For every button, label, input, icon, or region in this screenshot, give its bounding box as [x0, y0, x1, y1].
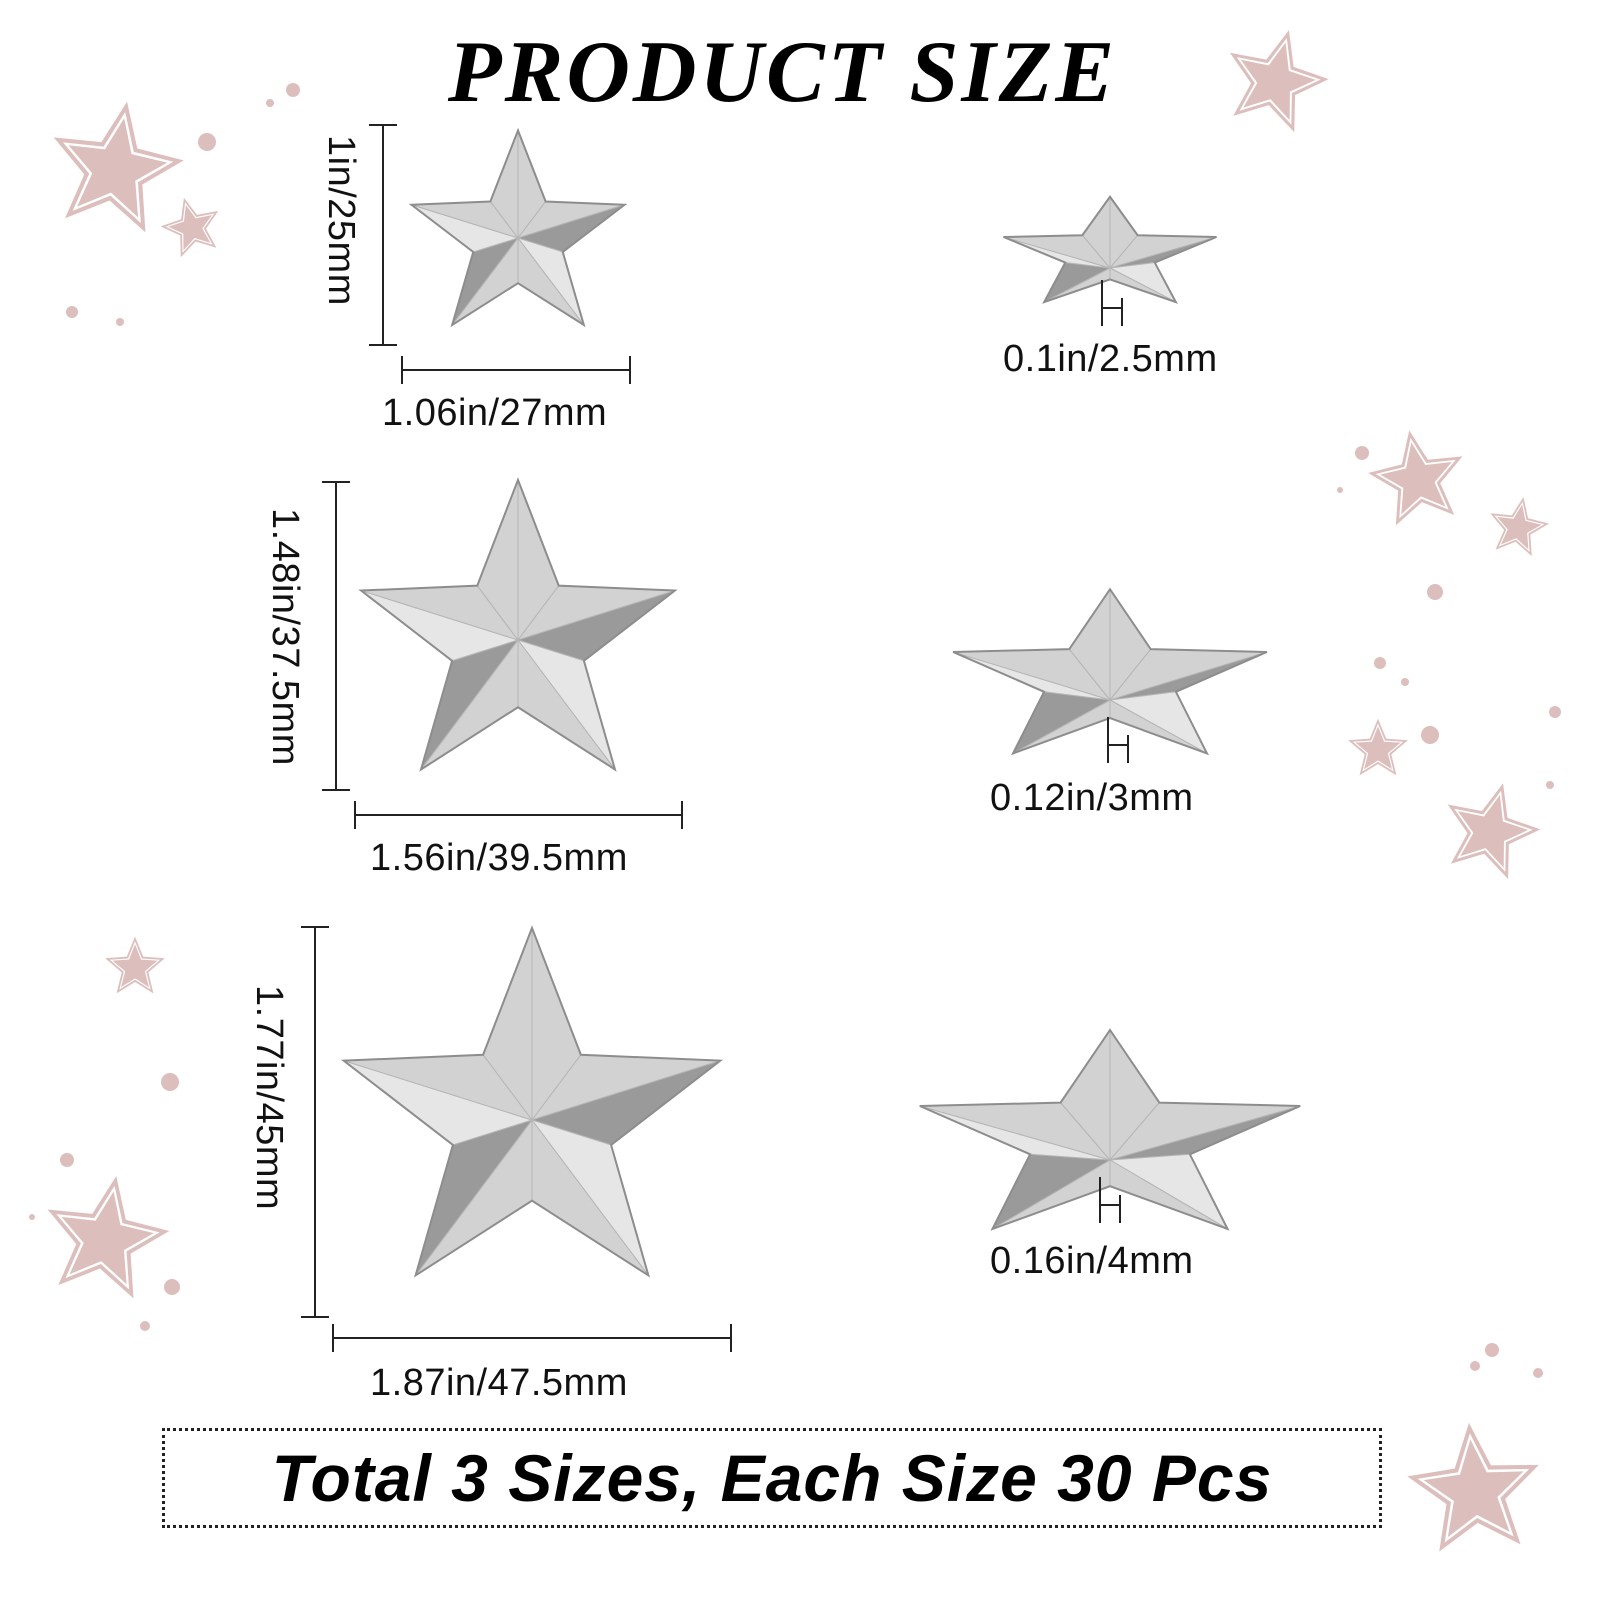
decor-dot — [198, 133, 216, 151]
decor-star-icon — [61, 1191, 154, 1285]
decor-dot — [1485, 1343, 1499, 1357]
decor-star-icon — [1380, 442, 1452, 515]
decor-star-icon — [168, 205, 212, 251]
decor-dot — [1374, 657, 1386, 669]
decor-dot — [116, 318, 124, 326]
decor-dot — [1549, 706, 1561, 718]
decor-dot — [266, 99, 274, 107]
decor-dot — [164, 1279, 180, 1295]
width-label-large: 1.87in/47.5mm — [370, 1362, 628, 1404]
width-label-small: 1.06in/27mm — [382, 392, 608, 434]
metal-star-icon — [340, 925, 724, 1278]
decor-dot — [1401, 678, 1409, 686]
decor-dot — [29, 1214, 35, 1220]
decor-dot — [161, 1073, 179, 1091]
decor-dot — [60, 1153, 74, 1167]
metal-star-icon — [952, 587, 1268, 756]
thickness-label-medium: 0.12in/3mm — [990, 777, 1194, 819]
decor-star-icon — [1423, 1439, 1524, 1538]
width-label-medium: 1.56in/39.5mm — [370, 837, 628, 879]
decor-dot — [1470, 1361, 1480, 1371]
decor-dot — [1546, 781, 1554, 789]
height-label-small: 1in/25mm — [320, 135, 362, 306]
decor-dot — [1337, 487, 1343, 493]
page-title: PRODUCT SIZE — [447, 24, 1118, 121]
decor-dot — [140, 1321, 150, 1331]
total-text: Total 3 Sizes, Each Size 30 Pcs — [271, 1441, 1273, 1515]
decor-dot — [286, 83, 300, 97]
metal-star-icon — [1003, 195, 1217, 304]
metal-star-icon — [919, 1028, 1301, 1231]
height-label-medium: 1.48in/37.5mm — [264, 508, 306, 766]
decor-dot — [1355, 446, 1369, 460]
decor-dot — [1533, 1368, 1543, 1378]
decor-dot — [66, 306, 78, 318]
decor-star-icon — [1457, 795, 1529, 868]
decor-star-icon — [1355, 726, 1401, 770]
decor-dot — [1427, 584, 1443, 600]
decor-star-icon — [68, 118, 168, 218]
decor-star-icon — [112, 944, 158, 988]
metal-star-icon — [408, 127, 628, 328]
decor-dot — [1421, 726, 1439, 744]
thickness-label-small: 0.1in/2.5mm — [1003, 338, 1218, 380]
metal-star-icon — [358, 477, 678, 772]
thickness-label-large: 0.16in/4mm — [990, 1240, 1194, 1282]
decor-star-icon — [1496, 504, 1542, 550]
decor-star-icon — [1240, 42, 1316, 121]
height-label-large: 1.77in/45mm — [248, 985, 290, 1211]
total-banner: Total 3 Sizes, Each Size 30 Pcs — [162, 1428, 1382, 1528]
